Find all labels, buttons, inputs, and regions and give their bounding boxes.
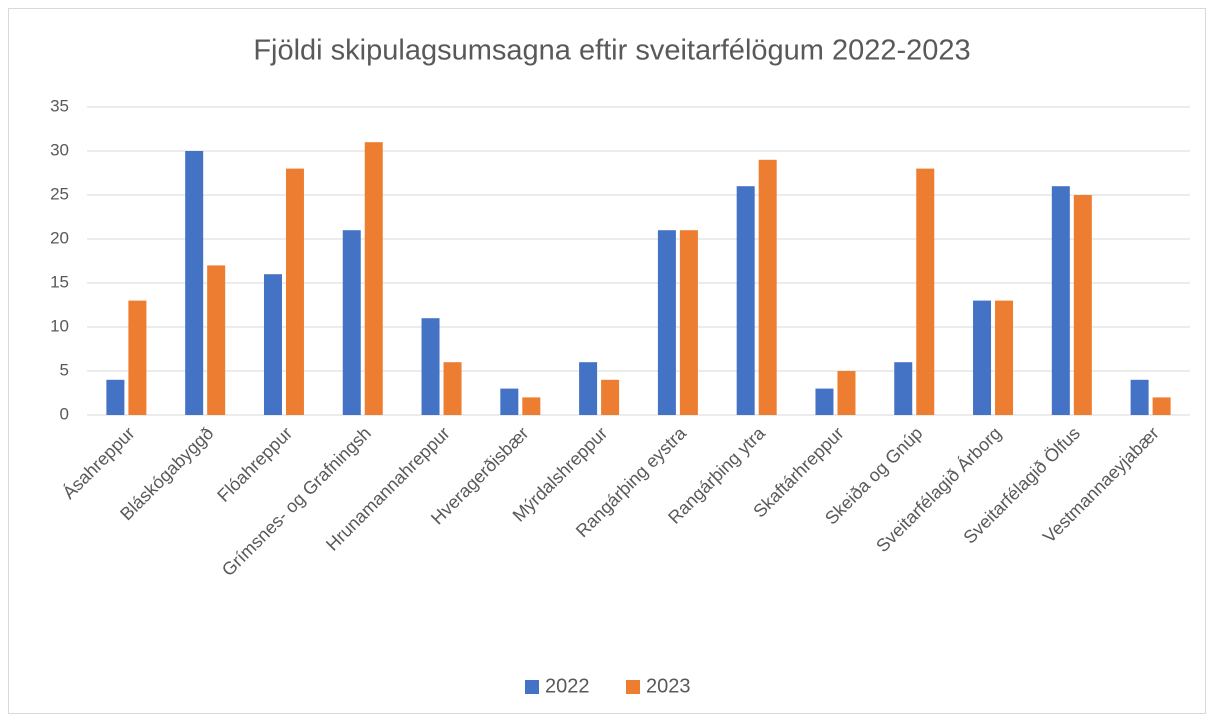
legend-label: 2022 (545, 675, 590, 697)
bar (106, 379, 125, 415)
bar (679, 230, 698, 415)
bar (1152, 397, 1171, 415)
y-tick-label: 20 (50, 228, 69, 247)
bar (364, 142, 383, 415)
bar (285, 168, 304, 415)
bar (837, 371, 856, 415)
y-tick-label: 5 (60, 360, 69, 379)
bar (995, 300, 1014, 415)
bar (894, 362, 913, 415)
bar (916, 168, 935, 415)
bar (1130, 379, 1149, 415)
y-tick-label: 15 (50, 272, 69, 291)
y-tick-label: 10 (50, 316, 69, 335)
bar (657, 230, 676, 415)
bar (207, 265, 226, 415)
y-tick-label: 30 (50, 140, 69, 159)
bar (522, 397, 541, 415)
bar (601, 379, 620, 415)
bar (185, 151, 204, 415)
bar (421, 318, 440, 415)
legend-swatch (626, 680, 640, 694)
bar (443, 362, 462, 415)
bar (579, 362, 598, 415)
y-tick-label: 25 (50, 184, 69, 203)
bar (1051, 186, 1070, 415)
bar (758, 159, 777, 415)
bar (128, 300, 147, 415)
bar (263, 274, 282, 415)
legend-swatch (525, 680, 539, 694)
y-tick-label: 0 (60, 404, 69, 423)
bar (736, 186, 755, 415)
bar (815, 388, 834, 415)
legend-label: 2023 (646, 675, 691, 697)
bar (500, 388, 519, 415)
y-tick-label: 35 (50, 96, 69, 115)
bar (1073, 195, 1092, 415)
bar (342, 230, 361, 415)
chart-title: Fjöldi skipulagsumsagna eftir sveitarfél… (253, 35, 970, 67)
bar (973, 300, 992, 415)
